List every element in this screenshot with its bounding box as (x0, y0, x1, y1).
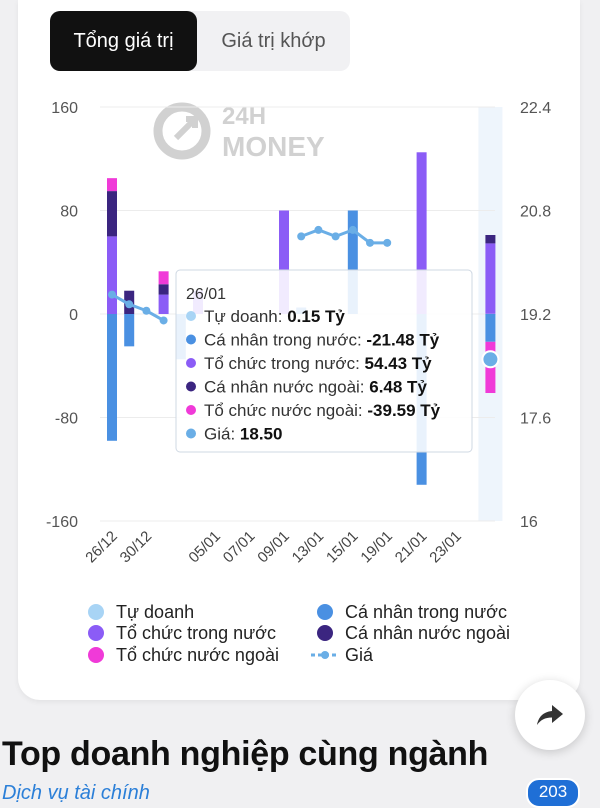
y-left-tick-label: 80 (60, 204, 78, 221)
x-tick-label: 23/01 (426, 528, 465, 567)
y-right-tick-label: 19.2 (520, 307, 551, 324)
bar-segment (158, 271, 169, 285)
bar-segment (107, 236, 117, 314)
tooltip-row: Giá: 18.50 (204, 425, 282, 444)
bar-segment (416, 152, 427, 314)
price-point (159, 316, 168, 325)
company-count-badge: 203 (526, 778, 580, 808)
bar-segment (485, 235, 496, 244)
bar-segment (158, 284, 169, 295)
legend-marker (321, 651, 329, 659)
share-arrow-icon (537, 705, 563, 725)
tooltip-marker (186, 311, 196, 321)
x-tick-label: 19/01 (357, 528, 396, 567)
y-left-tick-label: 160 (51, 100, 78, 117)
bar-segment (485, 314, 496, 342)
legend-label: Tự doanh (116, 602, 194, 622)
y-right-tick-label: 17.6 (520, 411, 551, 428)
bar-segment (347, 210, 358, 314)
svg-text:MONEY: MONEY (222, 131, 325, 162)
tooltip-marker (186, 334, 196, 345)
tooltip-row: Tổ chức trong nước: 54.43 Tỷ (204, 354, 432, 373)
x-tick-label: 26/12 (82, 528, 121, 567)
tooltip-marker (186, 428, 196, 439)
price-point (125, 300, 134, 309)
tooltip-row: Cá nhân trong nước: -21.48 Tỷ (204, 331, 440, 350)
price-point-active (481, 350, 500, 369)
legend-label: Tổ chức trong nước (116, 623, 276, 643)
x-tick-label: 07/01 (220, 528, 259, 567)
x-tick-label: 15/01 (323, 528, 362, 567)
price-point (142, 306, 151, 315)
price-point (297, 232, 306, 241)
bar-segment (279, 210, 290, 314)
tooltip-box (175, 269, 473, 453)
legend-label: Cá nhân trong nước (345, 602, 507, 622)
x-tick-label: 21/01 (392, 528, 431, 567)
tooltip-row: Tự doanh: 0.15 Tỷ (204, 307, 345, 326)
tooltip-date: 26/01 (186, 286, 226, 303)
price-point (314, 225, 323, 234)
x-tick-label: 30/12 (117, 528, 156, 567)
x-tick-label: 05/01 (185, 528, 224, 567)
x-tick-label: 09/01 (254, 528, 293, 567)
y-left-tick-label: -80 (55, 411, 78, 428)
section-title: Top doanh nghiệp cùng ngành (2, 735, 489, 773)
y-left-tick-label: 0 (69, 307, 78, 324)
y-left-tick-label: -160 (46, 514, 78, 531)
bar-segment (124, 314, 135, 347)
tooltip-row: Cá nhân nước ngoài: 6.48 Tỷ (204, 378, 427, 397)
legend-marker (317, 604, 333, 620)
price-point (331, 232, 340, 241)
legend-marker (88, 604, 104, 620)
x-tick-label: 13/01 (289, 528, 328, 567)
price-point (383, 238, 392, 247)
y-right-tick-label: 22.4 (520, 100, 551, 117)
bar-segment (107, 314, 117, 441)
tooltip-marker (186, 358, 196, 368)
tooltip-row: Tổ chức nước ngoài: -39.59 Tỷ (204, 401, 441, 420)
legend-label: Giá (345, 645, 374, 665)
y-right-tick-label: 16 (520, 514, 538, 531)
price-line (111, 293, 165, 322)
price-line (300, 228, 388, 245)
legend-marker (317, 625, 333, 641)
price-point (348, 225, 357, 234)
bar-segment (107, 178, 117, 192)
legend-label: Cá nhân nước ngoài (345, 623, 510, 643)
bar-segment (107, 191, 117, 237)
tooltip-marker (186, 405, 196, 415)
industry-link[interactable]: Dịch vụ tài chính (2, 782, 150, 804)
legend-marker (88, 625, 104, 641)
tab-matched-value[interactable]: Giá trị khớp (221, 30, 326, 52)
price-point (366, 238, 375, 247)
bar-segment (485, 243, 496, 314)
bar-segment (158, 294, 169, 314)
tab-total-value[interactable]: Tổng giá trị (50, 11, 197, 71)
share-button[interactable] (515, 680, 585, 750)
legend-label: Tổ chức nước ngoài (116, 645, 279, 665)
y-right-tick-label: 20.8 (520, 204, 551, 221)
price-point (108, 290, 116, 299)
tooltip-marker (186, 381, 196, 392)
legend-marker (88, 647, 104, 663)
chart-tabs: Tổng giá trị Giá trị khớp (50, 11, 350, 71)
